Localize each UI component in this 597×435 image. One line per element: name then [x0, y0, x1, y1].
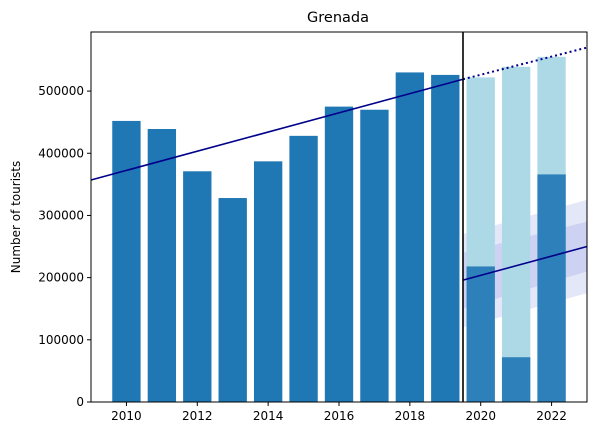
bar-2-2021 — [501, 357, 531, 402]
bar-0-2019 — [431, 74, 460, 402]
axes: 2010 2012 2014 2016 2018 2020 2022 0 100000 20000… — [38, 31, 588, 423]
bar-1-2021 — [501, 66, 531, 402]
x-tick-label-2022: 2022 — [536, 409, 567, 423]
trend-line-4 — [462, 46, 588, 81]
y-tick-label-200000: 200000 — [38, 271, 84, 285]
x-tick-label-2020: 2020 — [465, 409, 496, 423]
trend-line-3 — [90, 78, 464, 181]
x-tick-label-2018: 2018 — [395, 409, 426, 423]
bar-0-2012 — [183, 171, 212, 402]
y-tick-label-400000: 400000 — [38, 146, 84, 160]
y-tick-label-0: 0 — [76, 395, 84, 409]
x-tick-label-2012: 2012 — [182, 409, 213, 423]
y-tick-label-300000: 300000 — [38, 208, 84, 222]
y-tick-label-100000: 100000 — [38, 333, 84, 347]
bars — [112, 56, 566, 403]
bar-0-2013 — [218, 198, 247, 402]
trend-lines — [90, 46, 588, 281]
bar-0-2018 — [395, 72, 425, 402]
bar-0-2011 — [147, 129, 177, 402]
x-tick-label-2014: 2014 — [253, 409, 284, 423]
x-tick-label-2016: 2016 — [324, 409, 355, 423]
bar-0-2016 — [324, 106, 354, 402]
bar-0-2014 — [253, 161, 283, 402]
bar-0-2015 — [289, 135, 318, 402]
y-axis-label: Number of tourists — [9, 161, 23, 274]
bar-0-2017 — [360, 109, 389, 403]
chart-title: Grenada — [307, 10, 369, 26]
bar-2-2020 — [466, 266, 495, 402]
y-tick-label-500000: 500000 — [38, 84, 84, 98]
trend-line-5 — [462, 245, 588, 281]
x-tick-label-2010: 2010 — [111, 409, 142, 423]
bar-0-2010 — [112, 120, 141, 402]
bar-2-2022 — [537, 174, 566, 402]
